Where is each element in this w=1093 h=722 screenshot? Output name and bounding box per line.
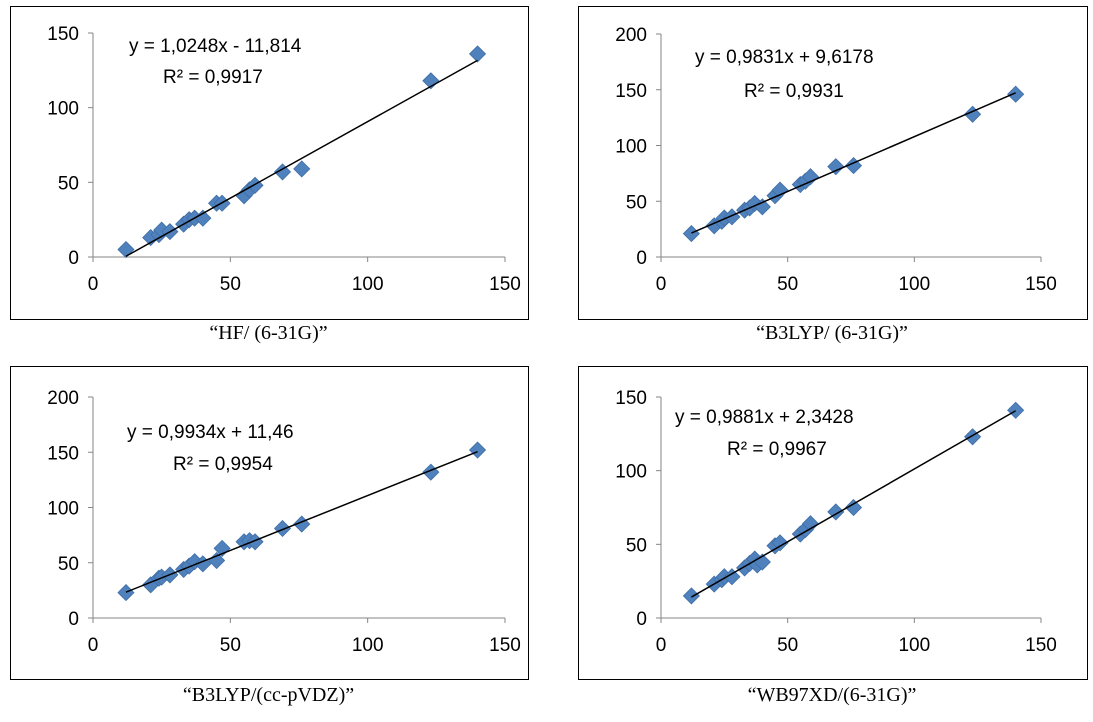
y-tick-label: 150 [615, 81, 647, 102]
y-tick-label: 100 [47, 499, 79, 520]
r-squared-label: R² = 0,9917 [163, 67, 263, 88]
scatter-chart: 0 50 100 150 0 50 100 150 [615, 388, 1057, 656]
data-point [964, 428, 982, 446]
chart-frame: 0 50 100 150 0 50 100 150 y = 0,9881x + 2,3428 … [578, 366, 1088, 680]
y-tick-label: 100 [47, 99, 79, 120]
data-point [682, 587, 700, 605]
data-point [273, 163, 292, 181]
trendline [691, 92, 1016, 234]
x-tick-label: 150 [1025, 274, 1057, 295]
chart-caption: “HF/ (6-31G)” [209, 322, 328, 344]
data-point [801, 515, 820, 533]
data-point [801, 168, 820, 186]
y-tick-label: 150 [47, 24, 79, 45]
data-point [117, 240, 135, 259]
trendline-equation: y = 0,9831x + 9,6178 [695, 47, 874, 68]
x-tick-label: 150 [1025, 635, 1057, 656]
y-tick-label: 100 [615, 137, 647, 158]
y-tick-label: 200 [47, 388, 79, 409]
x-tick-label: 150 [489, 635, 521, 656]
x-tick-label: 0 [656, 274, 667, 295]
chart-frame: 0 50 100 150 200 0 50 100 150 y = 0,9831x + 9,61… [578, 6, 1088, 320]
data-point [1007, 401, 1025, 419]
trendline [125, 450, 478, 593]
data-point [844, 498, 863, 517]
scatter-chart: 0 50 100 150 200 0 50 100 150 [615, 25, 1057, 295]
trendline [125, 59, 478, 257]
data-point [771, 534, 789, 552]
data-point [194, 209, 212, 227]
scatter-chart: 0 50 100 150 0 50 100 150 [47, 24, 521, 295]
y-tick-label: 0 [636, 248, 647, 269]
x-tick-label: 0 [88, 274, 99, 295]
data-point [827, 158, 845, 176]
x-tick-label: 100 [898, 274, 930, 295]
r-squared-label: R² = 0,9931 [744, 81, 844, 102]
y-tick-label: 100 [615, 462, 647, 483]
scatter-chart: 0 50 100 150 200 0 50 100 150 [47, 388, 521, 656]
y-tick-label: 150 [47, 443, 79, 464]
data-point [771, 181, 789, 199]
data-point [293, 160, 311, 178]
chart-caption: “B3LYP/ (6-31G)” [756, 322, 908, 344]
data-point [682, 225, 700, 243]
trendline-equation: y = 0,9881x + 2,3428 [675, 407, 854, 428]
x-tick-label: 0 [88, 635, 99, 656]
r-squared-label: R² = 0,9954 [173, 454, 273, 475]
y-tick-label: 200 [615, 25, 647, 46]
data-point [468, 45, 487, 63]
data-point [117, 584, 135, 602]
data-point [273, 519, 292, 538]
y-tick-label: 50 [626, 535, 647, 556]
x-tick-label: 50 [777, 635, 798, 656]
chart-caption: “WB97XD/(6-31G)” [747, 684, 917, 706]
data-point [723, 208, 741, 226]
trendline-equation: y = 1,0248x - 11,814 [129, 36, 302, 57]
data-point [468, 441, 487, 459]
x-tick-label: 50 [777, 274, 798, 295]
x-tick-label: 50 [220, 274, 241, 295]
chart-frame: 0 50 100 150 0 50 100 150 y = 1,0248x - 11,814 … [10, 6, 529, 320]
x-tick-label: 100 [352, 635, 384, 656]
data-point [1007, 85, 1025, 103]
y-tick-label: 50 [626, 192, 647, 213]
y-tick-label: 0 [636, 609, 647, 630]
x-tick-label: 0 [656, 635, 667, 656]
r-squared-label: R² = 0,9967 [727, 439, 827, 460]
trendline [691, 410, 1017, 598]
y-tick-label: 0 [68, 248, 79, 269]
chart-frame: 0 50 100 150 200 0 50 100 150 y = 0,9934x + 11,4… [10, 366, 529, 680]
x-tick-label: 50 [220, 635, 241, 656]
y-tick-label: 0 [68, 609, 79, 630]
y-tick-label: 50 [58, 554, 79, 575]
trendline-equation: y = 0,9934x + 11,46 [127, 422, 294, 443]
x-tick-label: 100 [898, 635, 930, 656]
x-tick-label: 150 [489, 274, 521, 295]
data-point [723, 568, 741, 586]
y-tick-label: 150 [615, 388, 647, 409]
x-tick-label: 100 [352, 274, 384, 295]
y-tick-label: 50 [58, 173, 79, 194]
chart-caption: “B3LYP/(cc-pVDZ)” [182, 684, 355, 706]
